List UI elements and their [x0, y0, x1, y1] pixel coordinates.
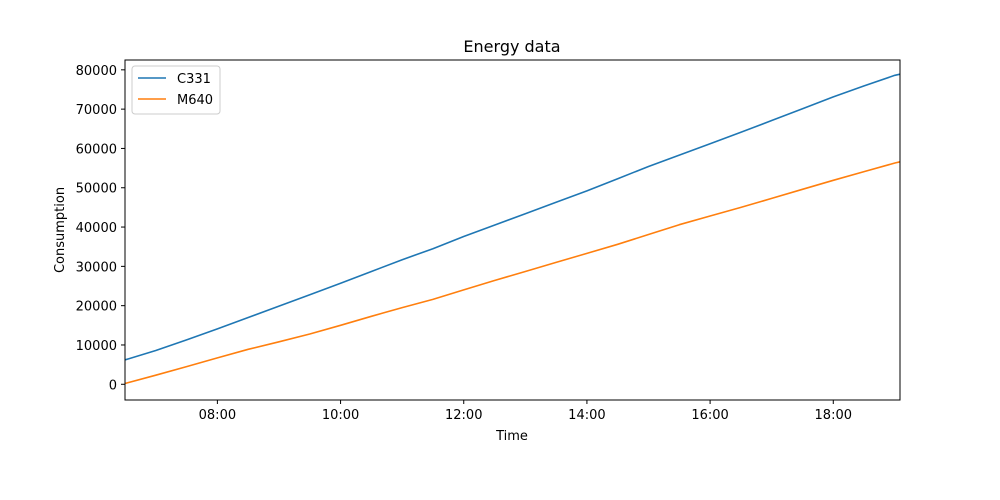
- y-tick-label: 80000: [76, 64, 117, 79]
- y-tick-label: 40000: [76, 221, 117, 236]
- legend-label-c331: C331: [177, 72, 211, 87]
- series-line-m640: [124, 161, 901, 385]
- plot-frame: [124, 59, 901, 401]
- y-tick-label: 20000: [76, 300, 117, 315]
- series-line-c331: [124, 73, 901, 361]
- plot-area: 08:00 10:00 12:00 14:00 16:00 18:00 0 10000 2000…: [76, 59, 901, 423]
- x-tick-label: 18:00: [815, 408, 852, 423]
- y-tick-label: 50000: [76, 182, 117, 197]
- x-tick-label: 14:00: [568, 408, 605, 423]
- legend: C331 M640: [131, 65, 221, 115]
- y-tick-label: 30000: [76, 260, 117, 275]
- y-tick-label: 0: [109, 378, 117, 393]
- x-tick-label: 10:00: [322, 408, 359, 423]
- x-axis-label: Time: [495, 429, 528, 444]
- chart-title: Energy data: [463, 37, 560, 56]
- x-tick-label: 08:00: [199, 408, 236, 423]
- y-tick-label: 70000: [76, 103, 117, 118]
- y-tick-label: 60000: [76, 142, 117, 157]
- y-axis-label: Consumption: [53, 187, 68, 273]
- x-tick-label: 12:00: [445, 408, 482, 423]
- y-tick-label: 10000: [76, 339, 117, 354]
- x-tick-label: 16:00: [691, 408, 728, 423]
- legend-label-m640: M640: [177, 93, 213, 108]
